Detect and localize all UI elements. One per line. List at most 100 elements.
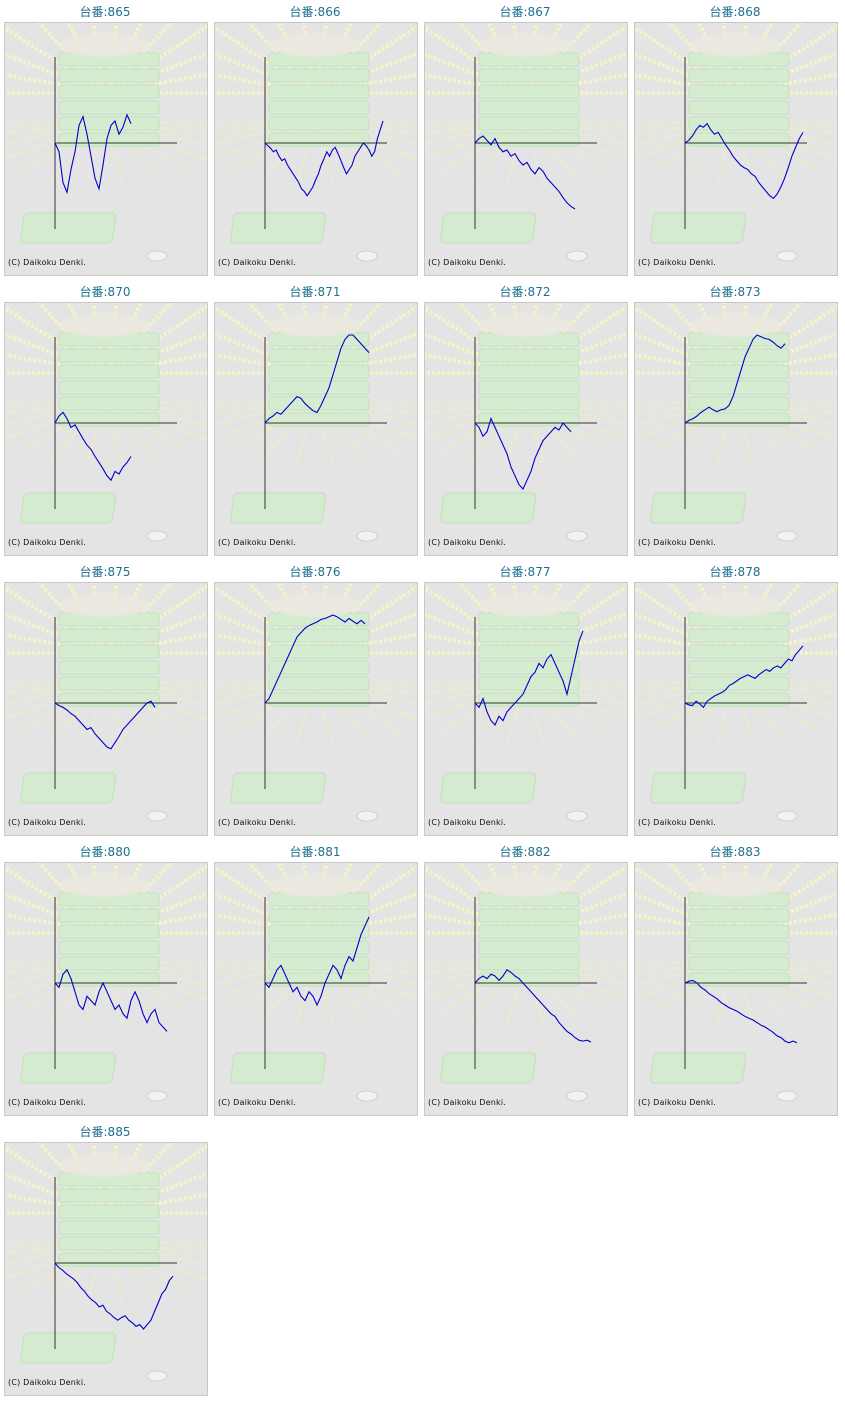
chart-svg bbox=[215, 23, 417, 262]
chart-title[interactable]: 台番:871 bbox=[289, 285, 341, 299]
tray-shape bbox=[688, 116, 790, 131]
chart-svg bbox=[635, 863, 837, 1102]
chart-title[interactable]: 台番:885 bbox=[79, 1125, 131, 1139]
sun-ray bbox=[260, 401, 317, 461]
tray-shape bbox=[268, 380, 370, 395]
tray-shape bbox=[58, 1188, 160, 1203]
sun-ray bbox=[19, 681, 106, 734]
chart-title[interactable]: 台番:865 bbox=[79, 5, 131, 19]
bottom-tray-shape bbox=[230, 772, 327, 804]
tray-shape bbox=[58, 412, 160, 427]
chart-cell: 台番:882 (C) Daikoku Denki. bbox=[420, 840, 630, 1120]
tray-shape bbox=[58, 396, 160, 411]
chart-title[interactable]: 台番:867 bbox=[499, 5, 551, 19]
bottom-tray-shape bbox=[650, 1052, 747, 1084]
sun-ray bbox=[5, 1172, 106, 1215]
sun-ray bbox=[50, 1241, 107, 1301]
coin-shape bbox=[776, 250, 798, 262]
bottom-tray-shape bbox=[20, 212, 117, 244]
tray-shape bbox=[268, 116, 370, 131]
sun-ray bbox=[314, 401, 401, 454]
chart-panel: (C) Daikoku Denki. bbox=[424, 862, 628, 1116]
chart-title[interactable]: 台番:882 bbox=[499, 845, 551, 859]
chart-svg bbox=[635, 23, 837, 262]
background-decor bbox=[215, 863, 417, 1102]
chart-title[interactable]: 台番:877 bbox=[499, 565, 551, 579]
sun-ray bbox=[734, 331, 837, 375]
tray-shape bbox=[268, 692, 370, 707]
sun-ray bbox=[19, 121, 106, 174]
sun-ray bbox=[524, 681, 611, 734]
copyright-text: (C) Daikoku Denki. bbox=[638, 258, 717, 267]
chart-title[interactable]: 台番:868 bbox=[709, 5, 761, 19]
chart-title[interactable]: 台番:878 bbox=[709, 565, 761, 579]
sun-ray bbox=[635, 892, 736, 935]
tray-shape bbox=[478, 956, 580, 971]
background-decor bbox=[5, 863, 207, 1102]
sun-ray bbox=[229, 681, 316, 734]
tray-shape bbox=[58, 940, 160, 955]
chart-title[interactable]: 台番:872 bbox=[499, 285, 551, 299]
sun-ray bbox=[470, 681, 527, 741]
sun-ray bbox=[734, 961, 821, 1014]
copyright-text: (C) Daikoku Denki. bbox=[638, 818, 717, 827]
chart-title[interactable]: 台番:876 bbox=[289, 565, 341, 579]
chart-svg bbox=[215, 303, 417, 542]
tray-shape bbox=[478, 692, 580, 707]
chart-cell: 台番:883 (C) Daikoku Denki. bbox=[630, 840, 840, 1120]
tray-shape bbox=[478, 68, 580, 83]
tray-shape bbox=[58, 132, 160, 147]
sun-ray bbox=[425, 52, 526, 95]
coin-shape bbox=[146, 1370, 168, 1382]
series-line bbox=[264, 334, 370, 424]
sun-ray bbox=[470, 961, 527, 1021]
chart-title[interactable]: 台番:881 bbox=[289, 845, 341, 859]
sun-ray bbox=[314, 611, 417, 655]
background-decor bbox=[5, 1143, 207, 1382]
series-line bbox=[684, 979, 798, 1044]
bottom-tray-shape bbox=[20, 1332, 117, 1364]
background-decor bbox=[425, 23, 627, 262]
chart-title[interactable]: 台番:870 bbox=[79, 285, 131, 299]
chart-title[interactable]: 台番:875 bbox=[79, 565, 131, 579]
coin-shape bbox=[146, 810, 168, 822]
chart-svg bbox=[425, 863, 627, 1102]
coin-shape bbox=[356, 250, 378, 262]
chart-title[interactable]: 台番:883 bbox=[709, 845, 761, 859]
tray-shape bbox=[268, 676, 370, 691]
chart-svg bbox=[215, 863, 417, 1102]
balls-shape bbox=[60, 33, 150, 57]
tray-shape bbox=[478, 924, 580, 939]
sun-ray bbox=[734, 681, 821, 734]
chart-svg bbox=[5, 863, 207, 1102]
sun-ray bbox=[649, 681, 736, 734]
balls-shape bbox=[270, 313, 360, 337]
sun-ray bbox=[314, 331, 417, 375]
chart-cell: 台番:868 (C) Daikoku Denki. bbox=[630, 0, 840, 280]
sun-ray bbox=[215, 52, 316, 95]
chart-svg bbox=[635, 583, 837, 822]
chart-cell: 台番:867 (C) Daikoku Denki. bbox=[420, 0, 630, 280]
coin-shape bbox=[146, 530, 168, 542]
sun-ray bbox=[104, 681, 191, 734]
chart-title[interactable]: 台番:880 bbox=[79, 845, 131, 859]
tray-shape bbox=[688, 68, 790, 83]
chart-title[interactable]: 台番:873 bbox=[709, 285, 761, 299]
tray-shape bbox=[58, 1220, 160, 1235]
sun-ray bbox=[5, 332, 106, 375]
chart-svg bbox=[5, 1143, 207, 1382]
tray-shape bbox=[58, 660, 160, 675]
tray-shape bbox=[688, 676, 790, 691]
chart-svg bbox=[425, 583, 627, 822]
balls-shape bbox=[480, 313, 570, 337]
balls-shape bbox=[60, 1153, 150, 1177]
chart-svg bbox=[425, 303, 627, 542]
sun-ray bbox=[50, 961, 107, 1021]
balls-shape bbox=[690, 593, 780, 617]
tray-shape bbox=[58, 676, 160, 691]
tray-shape bbox=[58, 908, 160, 923]
chart-cell: 台番:870 (C) Daikoku Denki. bbox=[0, 280, 210, 560]
bottom-tray-shape bbox=[440, 772, 537, 804]
series-line bbox=[264, 916, 370, 1007]
chart-title[interactable]: 台番:866 bbox=[289, 5, 341, 19]
